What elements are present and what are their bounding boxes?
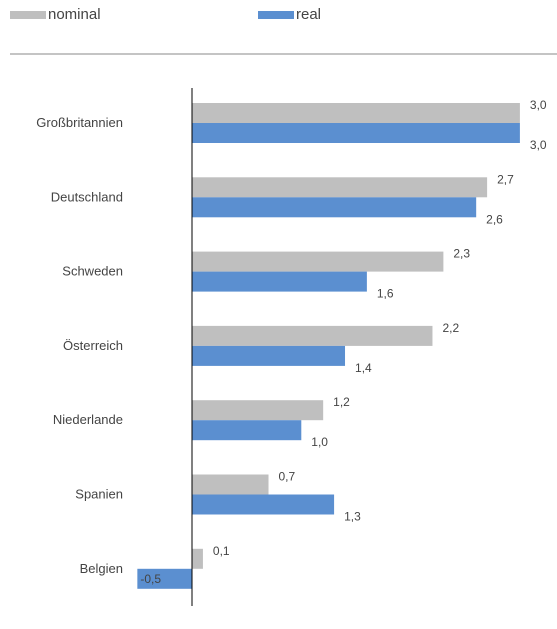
value-label-real: 3,0 [530,138,547,152]
value-label-real: 1,4 [355,361,372,375]
value-label-real: 2,6 [486,212,503,226]
bar-nominal [192,325,433,346]
legend-swatch-nominal [10,11,46,19]
value-label-nominal: 0,1 [213,544,230,558]
legend-label-real: real [296,6,321,23]
value-label-nominal: 0,7 [279,470,296,484]
bar-nominal [192,400,324,421]
category-label: Niederlande [53,412,123,427]
legend-label-nominal: nominal [48,6,101,23]
value-label-nominal: 2,3 [453,247,470,261]
category-label: Großbritannien [36,115,123,130]
value-label-real: 1,3 [344,510,361,524]
value-label-real: -0,5 [140,572,161,586]
category-label: Österreich [63,338,123,353]
value-label-nominal: 1,2 [333,395,350,409]
bar-real [137,568,192,589]
category-labels: Großbritannien Deutschland Schweden Österre… [36,115,123,576]
value-label-real: 1,0 [311,435,328,449]
value-label-real: 1,6 [377,287,394,301]
legend: nominal real [10,6,321,23]
bar-nominal [192,251,444,272]
bar-nominal [192,548,203,569]
bar-nominal [192,474,269,495]
bar-real [192,345,346,366]
bar-nominal [192,177,488,198]
legend-swatch-real [258,11,294,19]
bar-real [192,271,367,292]
bars-group [137,103,520,589]
category-label: Spanien [75,487,123,502]
bar-real [192,123,520,143]
bar-real [192,197,477,218]
value-labels: 3,0 3,0 2,7 2,6 2,3 1,6 2,2 1,4 1,2 1,0 0,7 1,3 0,1 -… [140,98,547,586]
bar-real [192,420,302,441]
bar-real [192,494,335,515]
category-label: Belgien [80,561,123,576]
value-label-nominal: 2,2 [442,321,459,335]
value-label-nominal: 2,7 [497,172,514,186]
bar-nominal [192,103,520,123]
category-label: Deutschland [51,189,123,204]
value-label-nominal: 3,0 [530,98,547,112]
category-label: Schweden [62,264,123,279]
